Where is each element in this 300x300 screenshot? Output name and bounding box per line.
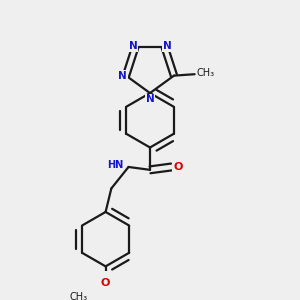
Text: N: N xyxy=(146,94,154,104)
Text: O: O xyxy=(173,162,182,172)
Text: CH₃: CH₃ xyxy=(69,292,88,300)
Text: N: N xyxy=(118,70,127,81)
Text: N: N xyxy=(163,41,172,51)
Text: N: N xyxy=(128,41,137,51)
Text: HN: HN xyxy=(107,160,123,170)
Text: O: O xyxy=(101,278,110,288)
Text: CH₃: CH₃ xyxy=(197,68,215,78)
